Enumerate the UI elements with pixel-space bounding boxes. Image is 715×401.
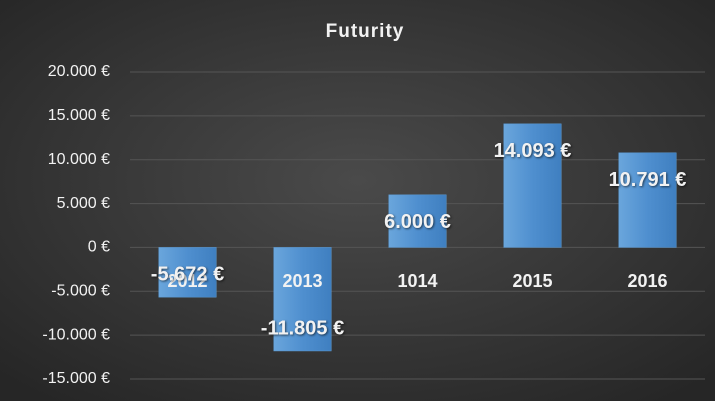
bar — [388, 194, 447, 248]
x-tick-label: 2016 — [627, 271, 667, 291]
y-tick-label: 10.000 € — [48, 151, 110, 168]
bar — [158, 247, 217, 298]
y-tick-label: -5.000 € — [51, 283, 110, 300]
bar — [618, 152, 677, 248]
data-label: 14.093 € — [494, 140, 572, 162]
x-tick-label: 2012 — [167, 271, 207, 291]
x-tick-label: 1014 — [397, 271, 437, 291]
y-tick-label: 5.000 € — [57, 195, 110, 212]
y-tick-label: 0 € — [88, 239, 110, 256]
data-label: 10.791 € — [609, 169, 687, 191]
x-tick-label: 2013 — [282, 271, 322, 291]
y-tick-label: -15.000 € — [42, 370, 110, 387]
data-label: -5.672 € — [151, 263, 224, 285]
chart-title: Futurity — [326, 21, 405, 42]
data-label: -11.805 € — [261, 317, 344, 339]
y-tick-label: 15.000 € — [48, 107, 110, 124]
bar — [503, 123, 562, 248]
data-label: 6.000 € — [384, 211, 451, 233]
x-tick-label: 2015 — [512, 271, 552, 291]
bar — [273, 247, 332, 352]
y-tick-label: -10.000 € — [42, 326, 110, 343]
y-tick-label: 20.000 € — [48, 63, 110, 80]
